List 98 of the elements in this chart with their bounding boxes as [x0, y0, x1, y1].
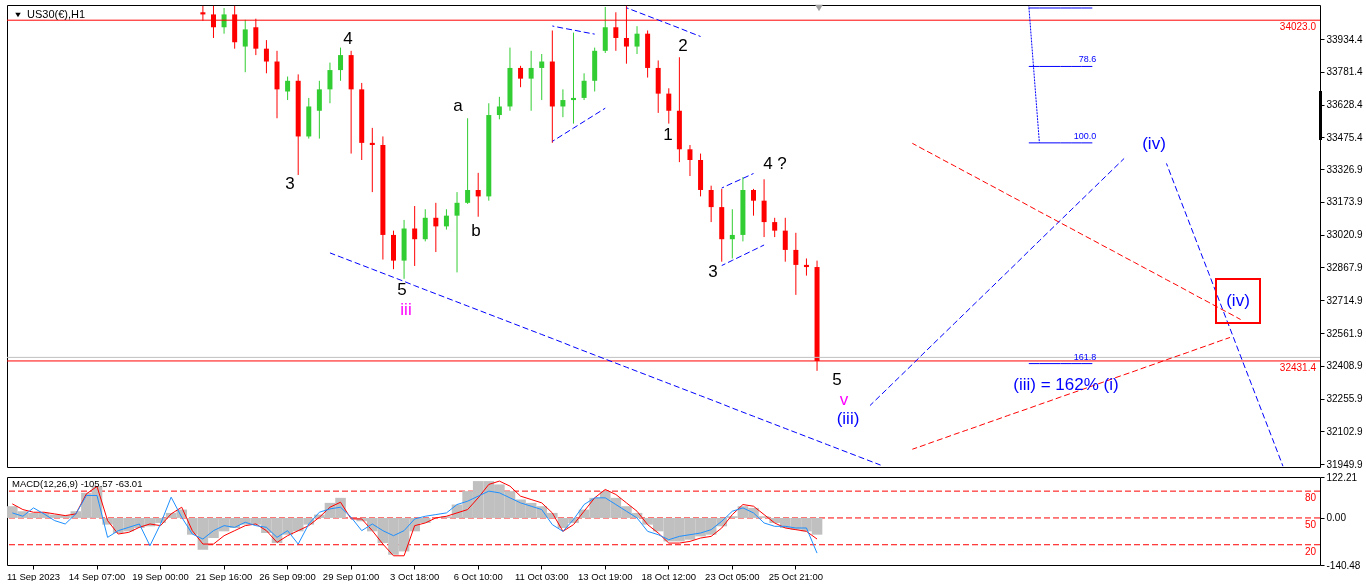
candlestick	[454, 191, 460, 273]
candlestick	[518, 65, 524, 88]
annotation: 50	[1304, 518, 1317, 530]
x-tick-label: 11 Sep 2023	[6, 570, 61, 582]
series-label: 100.0	[1073, 130, 1097, 141]
candlestick	[666, 87, 672, 125]
candlestick	[634, 25, 640, 55]
y-tick-label: 33781.4	[1326, 66, 1364, 78]
x-tick-label: 6 Oct 10:00	[453, 570, 503, 582]
x-tick-label: 13 Oct 19:00	[578, 570, 633, 582]
y-tick-label: 32561.9	[1326, 327, 1364, 339]
line-series	[721, 244, 765, 267]
annotation: 4	[343, 29, 353, 48]
candlestick	[560, 88, 566, 118]
candlestick	[242, 19, 248, 73]
y-tick-label: 32714.9	[1326, 294, 1364, 306]
series-label: 78.6	[1078, 54, 1097, 65]
y-tick-label: -140.48	[1326, 559, 1361, 571]
ref-line-label: 34023.0	[1279, 21, 1317, 33]
candlestick	[496, 96, 502, 120]
y-tick-label: 33475.4	[1326, 131, 1364, 143]
candlestick	[412, 205, 418, 267]
candlestick	[285, 76, 291, 101]
candlestick	[687, 144, 693, 177]
candlestick	[263, 39, 269, 74]
candlestick	[729, 208, 735, 259]
candlestick	[316, 80, 322, 140]
x-tick-label: 21 Sep 16:00	[195, 570, 253, 582]
y-tick-label: 32255.9	[1326, 393, 1364, 405]
y-tick-label: 33628.4	[1326, 99, 1364, 111]
candlestick	[338, 47, 344, 82]
candlestick	[793, 232, 799, 296]
y-tick-label: 32102.9	[1326, 425, 1364, 437]
y-tick-label: 33020.9	[1326, 229, 1364, 241]
annotation: 20	[1304, 545, 1317, 557]
annotation: (iii)	[836, 409, 860, 428]
annotation: iii	[400, 300, 412, 319]
chart-title: MACD(12,26,9) -105.57 -63.01	[12, 478, 143, 489]
annotation: (iv)	[1226, 291, 1250, 310]
ref-line-label: 32431.4	[1279, 361, 1317, 373]
x-tick-label: 23 Oct 05:00	[705, 570, 760, 582]
annotation: 3	[708, 262, 718, 281]
candlestick	[369, 127, 375, 193]
x-tick-label: 29 Sep 01:00	[322, 570, 380, 582]
x-tick-label: 18 Oct 12:00	[641, 570, 696, 582]
candlestick	[465, 117, 471, 205]
y-tick-label: 32408.9	[1326, 360, 1364, 372]
x-tick-label: 14 Sep 07:00	[68, 570, 126, 582]
candlestick	[782, 217, 788, 263]
y-tick-label: 33173.9	[1326, 196, 1364, 208]
candlestick	[433, 202, 439, 253]
candlestick	[751, 188, 756, 217]
annotation: v	[839, 390, 849, 409]
line-series	[551, 25, 596, 35]
candlestick	[475, 172, 481, 218]
candlestick	[443, 208, 449, 231]
x-tick-label: 11 Oct 03:00	[514, 570, 569, 582]
line-series	[721, 172, 754, 189]
annotation: (iii) = 162% (i)	[1013, 375, 1119, 394]
annotation: 5	[397, 280, 407, 299]
candlestick	[221, 7, 227, 35]
y-tick-label: 0.00	[1326, 512, 1347, 524]
x-tick-label: 25 Oct 21:00	[768, 570, 824, 582]
candlestick	[761, 178, 767, 238]
candlestick	[422, 208, 428, 242]
candlestick	[327, 62, 333, 104]
annotation: 5	[832, 370, 842, 389]
annotation: 3	[285, 174, 295, 193]
annotation: b	[471, 221, 481, 240]
annotation: a	[453, 96, 464, 115]
candlestick	[528, 50, 534, 112]
line-series	[869, 158, 1125, 407]
x-tick-label: 19 Sep 00:00	[132, 570, 189, 582]
line-series	[11, 490, 818, 554]
candlestick	[571, 32, 576, 125]
ref-line-label: 80	[1304, 492, 1317, 504]
annotation: 2	[678, 36, 688, 55]
y-tick-label: 33326.9	[1326, 163, 1364, 175]
candlestick	[803, 257, 809, 277]
annotation: (iv)	[1142, 134, 1166, 153]
x-tick-label: 26 Sep 09:00	[259, 570, 316, 582]
x-tick-label: 3 Oct 18:00	[390, 570, 440, 582]
y-tick-label: 33934.4	[1326, 33, 1364, 45]
chart-title: US30(€),H1	[27, 8, 86, 20]
y-tick-label: 32867.9	[1326, 261, 1364, 273]
candlestick	[602, 6, 608, 54]
series-label: 161.8	[1073, 351, 1097, 362]
line-series	[329, 252, 882, 466]
y-tick-label: 122.21	[1326, 471, 1358, 483]
annotation: 4 ?	[763, 154, 787, 173]
annotation: 1	[663, 125, 673, 144]
line-series	[551, 107, 606, 142]
candlestick	[772, 217, 778, 238]
candlestick	[581, 72, 587, 101]
line-series	[625, 7, 702, 37]
candlestick	[708, 185, 714, 223]
candlestick	[539, 53, 545, 101]
y-tick-label: 31949.9	[1326, 458, 1364, 470]
